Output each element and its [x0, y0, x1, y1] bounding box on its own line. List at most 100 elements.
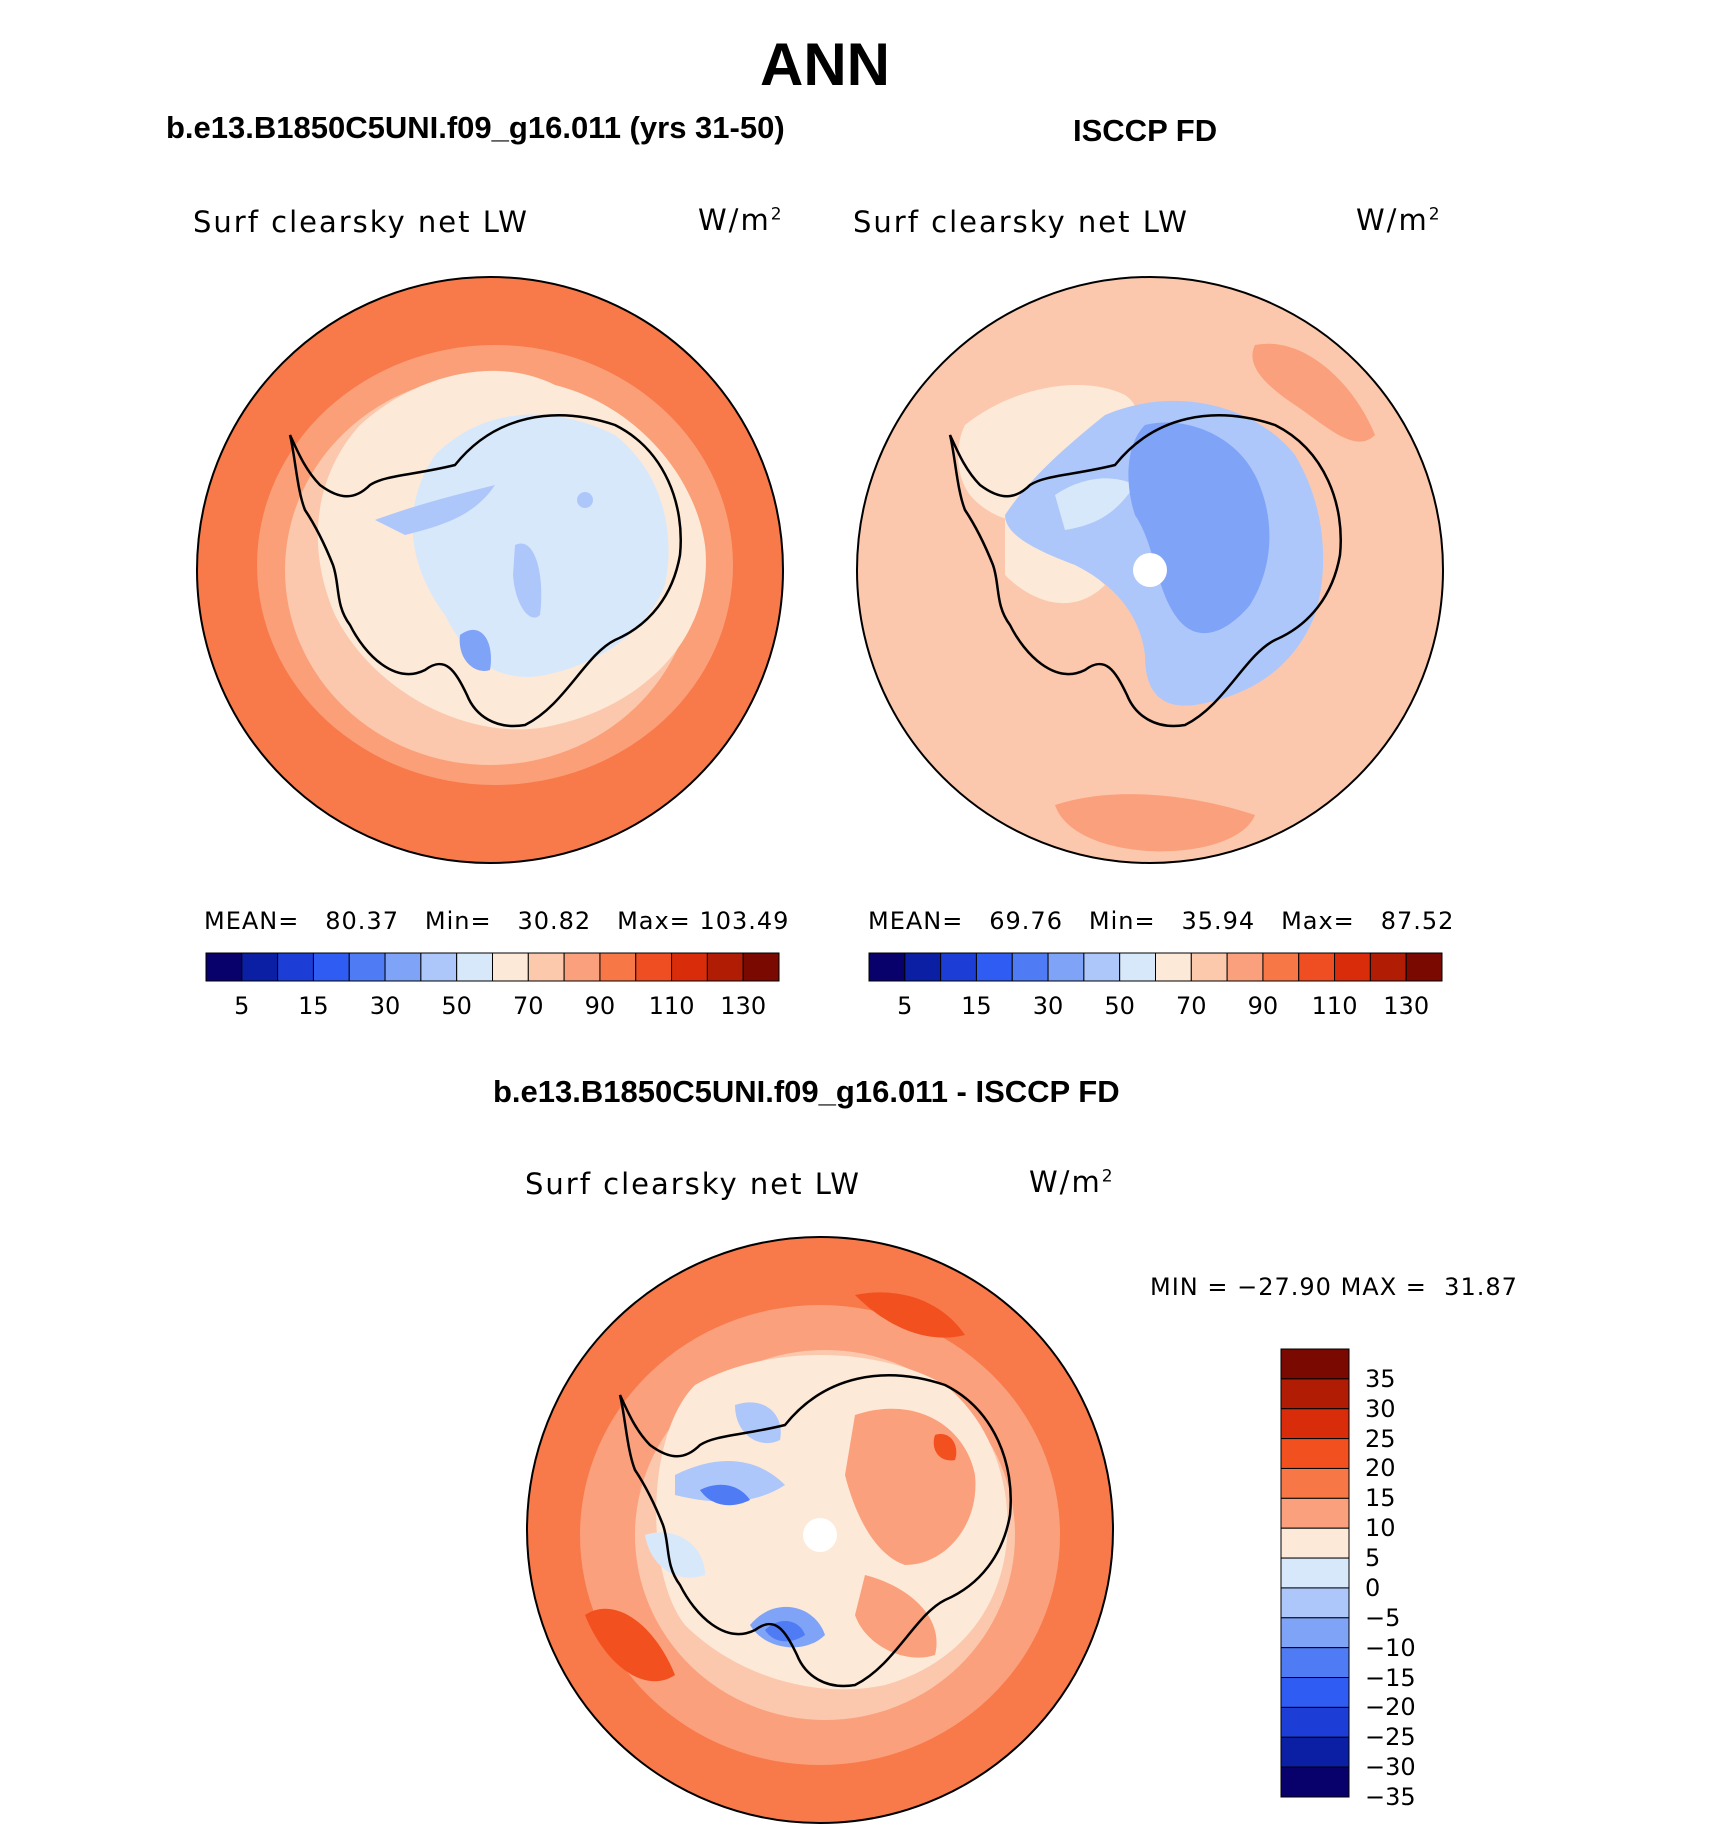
diff-colorbar-tick-label: 15	[1365, 1484, 1396, 1513]
diff-polar-map	[526, 1236, 1114, 1824]
diff-panel-heading: b.e13.B1850C5UNI.f09_g16.011 - ISCCP FD	[493, 1074, 1120, 1109]
diff-colorbar-box	[1280, 1766, 1350, 1798]
model-colorbar-box	[312, 952, 350, 982]
diff-colorbar-tick-label: −25	[1365, 1723, 1416, 1752]
obs-colorbar	[868, 952, 1443, 982]
obs-polar-map	[856, 276, 1444, 864]
diff-colorbar-tick-label: 20	[1365, 1454, 1396, 1483]
diff-colorbar-box	[1280, 1348, 1350, 1380]
diff-colorbar-tick-label: 35	[1365, 1364, 1396, 1393]
model-colorbar-tick-label: 5	[234, 992, 250, 1020]
model-colorbar-box	[384, 952, 422, 982]
diff-colorbar-tick-label: −30	[1365, 1753, 1416, 1782]
obs-colorbar-box	[1190, 952, 1228, 982]
diff-colorbar-tick-label: −20	[1365, 1693, 1416, 1722]
obs-panel-heading: ISCCP FD	[1073, 113, 1218, 148]
diff-colorbar-tick-label: −35	[1365, 1783, 1416, 1811]
model-colorbar-box	[706, 952, 744, 982]
diff-colorbar-box	[1280, 1587, 1350, 1619]
diff-colorbar-tick-label: −10	[1365, 1633, 1416, 1662]
diff-colorbar-box	[1280, 1527, 1350, 1559]
model-panel-heading: b.e13.B1850C5UNI.f09_g16.011 (yrs 31-50)	[166, 110, 785, 145]
diff-colorbar-box	[1280, 1378, 1350, 1410]
model-colorbar-box	[241, 952, 279, 982]
diff-colorbar-box	[1280, 1408, 1350, 1440]
diff-colorbar	[1280, 1348, 1350, 1798]
diff-colorbar-box	[1280, 1647, 1350, 1679]
model-colorbar-ticks: 5 15 30 50 70 90 110 130	[205, 992, 780, 1022]
model-colorbar-box	[420, 952, 458, 982]
obs-colorbar-box	[1369, 952, 1407, 982]
diff-colorbar-box	[1280, 1438, 1350, 1469]
obs-colorbar-box	[1119, 952, 1156, 982]
obs-colorbar-box	[1226, 952, 1264, 982]
diff-colorbar-box	[1280, 1617, 1350, 1649]
diff-colorbar-tick-label: −15	[1365, 1663, 1416, 1692]
obs-colorbar-box	[1011, 952, 1049, 982]
model-colorbar-tick-label: 130	[720, 992, 767, 1020]
diff-colorbar-tick-label: 25	[1365, 1424, 1396, 1453]
obs-colorbar-ticks: 5 15 30 50 70 90 110 130	[868, 992, 1443, 1022]
obs-antarctica-coastline	[948, 414, 1342, 728]
diff-colorbar-tick-label: 0	[1365, 1573, 1381, 1602]
obs-colorbar-box	[1083, 952, 1121, 982]
obs-stats: MEAN= 69.76 Min= 35.94 Max= 87.52	[868, 907, 1455, 935]
obs-colorbar-tick-label: 50	[1104, 992, 1135, 1020]
obs-colorbar-box	[1298, 952, 1336, 982]
model-colorbar-box	[277, 952, 314, 982]
model-colorbar-tick-label: 110	[648, 992, 695, 1020]
obs-colorbar-tick-label: 130	[1383, 992, 1430, 1020]
obs-variable-label: Surf clearsky net LW	[853, 205, 1189, 239]
model-colorbar-box	[527, 952, 565, 982]
model-colorbar-box	[742, 952, 780, 982]
obs-colorbar-box	[975, 952, 1013, 982]
diff-colorbar-box	[1280, 1706, 1350, 1738]
model-colorbar-tick-label: 70	[513, 992, 544, 1020]
obs-colorbar-box	[1334, 952, 1371, 982]
obs-colorbar-box	[904, 952, 942, 982]
diff-colorbar-box	[1280, 1497, 1350, 1529]
model-units-label: W/m2	[698, 203, 784, 237]
obs-colorbar-tick-label: 110	[1311, 992, 1358, 1020]
model-colorbar-box	[671, 952, 708, 982]
diff-colorbar-box	[1280, 1736, 1350, 1768]
diff-stats: MIN = −27.90 MAX = 31.87	[1150, 1273, 1518, 1301]
diff-colorbar-tick-label: 30	[1365, 1394, 1396, 1423]
model-colorbar-tick-label: 50	[441, 992, 472, 1020]
diff-colorbar-box	[1280, 1677, 1350, 1708]
obs-colorbar-box	[1405, 952, 1443, 982]
model-colorbar-box	[456, 952, 493, 982]
diff-antarctica-coastline	[618, 1374, 1012, 1688]
model-colorbar-box	[492, 952, 529, 982]
obs-colorbar-tick-label: 90	[1247, 992, 1279, 1020]
obs-colorbar-box	[1047, 952, 1085, 982]
obs-colorbar-box	[1262, 952, 1300, 982]
diff-variable-label: Surf clearsky net LW	[525, 1167, 861, 1201]
model-colorbar-box	[563, 952, 601, 982]
model-stats: MEAN= 80.37 Min= 30.82 Max= 103.49	[204, 907, 790, 935]
diff-colorbar-box	[1280, 1557, 1350, 1589]
obs-colorbar-tick-label: 5	[897, 992, 913, 1020]
diff-colorbar-box	[1280, 1467, 1350, 1499]
diff-colorbar-tick-label: −5	[1365, 1603, 1401, 1632]
model-colorbar-box	[348, 952, 386, 982]
model-colorbar-tick-label: 15	[298, 992, 329, 1020]
model-antarctica-coastline	[288, 414, 682, 728]
diff-colorbar-tick-label: 5	[1365, 1544, 1381, 1573]
model-colorbar-tick-label: 30	[369, 992, 401, 1020]
model-colorbar-tick-label: 90	[584, 992, 616, 1020]
model-colorbar-box	[599, 952, 637, 982]
diff-colorbar-tick-label: 10	[1365, 1514, 1396, 1543]
obs-units-label: W/m2	[1356, 203, 1442, 237]
obs-colorbar-box	[868, 952, 906, 982]
diff-units-label: W/m2	[1029, 1165, 1115, 1199]
model-colorbar-box	[635, 952, 673, 982]
model-colorbar-box	[205, 952, 243, 982]
obs-colorbar-tick-label: 30	[1032, 992, 1064, 1020]
model-colorbar	[205, 952, 780, 982]
figure-title: ANN	[760, 31, 890, 98]
diff-colorbar-ticks: 35 30 25 20 15 10 5 0 −5 −10 −15 −20 −25 −30 −35	[1365, 1348, 1445, 1811]
obs-colorbar-tick-label: 70	[1176, 992, 1207, 1020]
obs-colorbar-box	[940, 952, 977, 982]
model-variable-label: Surf clearsky net LW	[193, 205, 529, 239]
